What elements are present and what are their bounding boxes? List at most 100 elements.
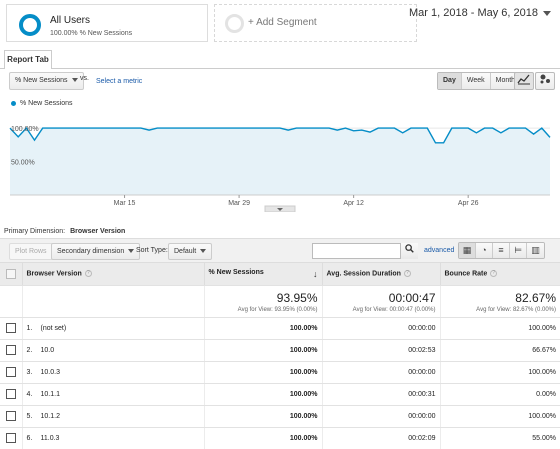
row-index: 6. xyxy=(26,434,33,442)
row-select-cell xyxy=(0,427,22,449)
plot-rows-button[interactable]: Plot Rows xyxy=(9,243,53,260)
comparison-view-icon[interactable]: ⊨ xyxy=(510,243,527,258)
advanced-filter-link[interactable]: advanced xyxy=(424,247,455,254)
y-tick-label: 50.00% xyxy=(11,160,35,167)
row-select-cell xyxy=(0,339,22,362)
totals-blank xyxy=(0,285,22,318)
line-chart-glyph-icon xyxy=(517,74,530,85)
total-new-sessions: 93.95% Avg for View: 93.95% (0.00%) xyxy=(203,285,322,318)
row-avg-duration: 00:00:00 xyxy=(321,361,440,384)
table-row: 3. 10.0.3 100.00% 00:00:00 100.00% xyxy=(0,361,560,384)
row-new-sessions: 100.00% xyxy=(203,405,322,428)
percentage-view-icon[interactable]: ◔ xyxy=(476,243,493,258)
y-tick-label: 100.00% xyxy=(11,126,39,133)
tab-divider xyxy=(0,68,560,69)
motion-chart-icon[interactable] xyxy=(535,72,555,90)
select-metric-link[interactable]: Select a metric xyxy=(96,78,143,85)
chevron-down-icon xyxy=(543,10,551,16)
data-table-view-icon[interactable]: ▦ xyxy=(459,243,476,258)
row-checkbox[interactable] xyxy=(6,323,16,333)
add-segment-label: + Add Segment xyxy=(248,17,317,28)
table-search-input[interactable] xyxy=(312,243,418,259)
col-new-sessions-label: % New Sessions xyxy=(208,268,264,276)
col-avg-session-duration[interactable]: Avg. Session Duration? xyxy=(321,263,440,286)
row-browser-version[interactable]: 4. 10.1.1 xyxy=(21,383,204,406)
search-icon[interactable] xyxy=(400,243,418,259)
row-new-sessions: 100.00% xyxy=(203,427,322,449)
sort-type-dropdown[interactable]: Default xyxy=(168,243,213,260)
vs-label: vs. xyxy=(80,75,89,82)
total-value: 93.95% xyxy=(276,290,318,305)
magnifier-glyph-icon xyxy=(405,244,414,253)
row-avg-duration: 00:00:00 xyxy=(321,405,440,428)
granularity-day-button[interactable]: Day xyxy=(438,73,462,89)
row-browser-version-text[interactable]: (not set) xyxy=(40,324,67,332)
series-area xyxy=(10,128,550,195)
x-tick-label: Mar 29 xyxy=(228,200,250,207)
row-browser-version-text[interactable]: 10.1.1 xyxy=(40,390,60,398)
sessions-chart[interactable]: 100.00% 50.00% Mar 15 Mar 29 Apr 12 Apr 26 xyxy=(0,108,560,212)
bubble-chart-glyph-icon xyxy=(540,74,550,84)
select-all-checkbox[interactable] xyxy=(6,268,16,279)
row-browser-version-text[interactable]: 10.0 xyxy=(40,346,55,354)
col-browser-version[interactable]: Browser Version? xyxy=(21,263,204,286)
pivot-view-icon[interactable]: ▥ xyxy=(527,243,544,258)
row-avg-duration: 00:02:09 xyxy=(321,427,440,449)
add-segment-card[interactable]: + Add Segment xyxy=(214,4,417,42)
row-browser-version[interactable]: 2. 10.0 xyxy=(21,339,204,362)
help-icon[interactable]: ? xyxy=(84,270,92,278)
totals-blank xyxy=(21,285,204,318)
line-chart-icon[interactable] xyxy=(514,72,534,90)
row-browser-version[interactable]: 1. (not set) xyxy=(21,317,204,340)
granularity-month-button[interactable]: Month xyxy=(490,73,521,89)
row-browser-version[interactable]: 5. 10.1.2 xyxy=(21,405,204,428)
row-new-sessions: 100.00% xyxy=(203,339,322,362)
primary-dimension-value[interactable]: Browser Version xyxy=(70,228,126,235)
row-checkbox[interactable] xyxy=(6,367,16,377)
total-sub: Avg for View: 82.67% (0.00%) xyxy=(476,306,556,313)
row-bounce-rate: 55.00% xyxy=(439,427,560,449)
col-bounce-rate[interactable]: Bounce Rate? xyxy=(439,263,560,286)
select-all-cell xyxy=(0,263,22,286)
data-table: Browser Version? % New Sessions ↓ Avg. Se… xyxy=(0,263,560,449)
row-checkbox[interactable] xyxy=(6,411,16,421)
row-avg-duration: 00:00:31 xyxy=(321,383,440,406)
row-browser-version-text[interactable]: 11.0.3 xyxy=(40,434,60,442)
metric-dropdown[interactable]: % New Sessions xyxy=(9,72,84,90)
segment-name: All Users xyxy=(50,15,91,26)
row-checkbox[interactable] xyxy=(6,433,16,443)
row-new-sessions: 100.00% xyxy=(203,361,322,384)
row-bounce-rate: 100.00% xyxy=(439,361,560,384)
chevron-down-icon xyxy=(71,78,78,83)
table-row: 5. 10.1.2 100.00% 00:00:00 100.00% xyxy=(0,405,560,428)
row-checkbox[interactable] xyxy=(6,345,16,355)
row-index: 5. xyxy=(26,412,33,420)
col-bounce-rate-label: Bounce Rate xyxy=(444,270,488,278)
sort-desc-icon[interactable]: ↓ xyxy=(313,268,318,279)
segment-summary: 100.00% % New Sessions xyxy=(50,30,133,37)
total-value: 82.67% xyxy=(515,290,556,305)
secondary-dimension-dropdown[interactable]: Secondary dimension xyxy=(51,243,141,260)
x-tick-label: Apr 26 xyxy=(458,200,479,207)
granularity-week-button[interactable]: Week xyxy=(461,73,491,89)
row-select-cell xyxy=(0,361,22,384)
row-browser-version[interactable]: 6. 11.0.3 xyxy=(21,427,204,449)
tab-report[interactable]: Report Tab xyxy=(4,50,52,69)
row-select-cell xyxy=(0,317,22,340)
row-checkbox[interactable] xyxy=(6,389,16,399)
table-view-toggle: ▦ ◔ ≡ ⊨ ▥ xyxy=(458,242,545,259)
col-browser-version-label: Browser Version xyxy=(26,270,82,278)
segment-ring-icon xyxy=(19,14,41,36)
help-icon[interactable]: ? xyxy=(490,270,498,278)
row-browser-version-text[interactable]: 10.0.3 xyxy=(40,368,60,376)
row-avg-duration: 00:02:53 xyxy=(321,339,440,362)
segment-card-all-users[interactable]: All Users 100.00% % New Sessions xyxy=(6,4,208,42)
help-icon[interactable]: ? xyxy=(403,270,411,278)
date-range-picker[interactable]: Mar 1, 2018 - May 6, 2018 xyxy=(409,7,551,19)
secondary-dimension-label: Secondary dimension xyxy=(57,248,125,255)
row-browser-version[interactable]: 3. 10.0.3 xyxy=(21,361,204,384)
col-new-sessions[interactable]: % New Sessions ↓ xyxy=(203,263,322,286)
row-browser-version-text[interactable]: 10.1.2 xyxy=(40,412,60,420)
table-row: 6. 11.0.3 100.00% 00:02:09 55.00% xyxy=(0,427,560,449)
performance-view-icon[interactable]: ≡ xyxy=(493,243,510,258)
